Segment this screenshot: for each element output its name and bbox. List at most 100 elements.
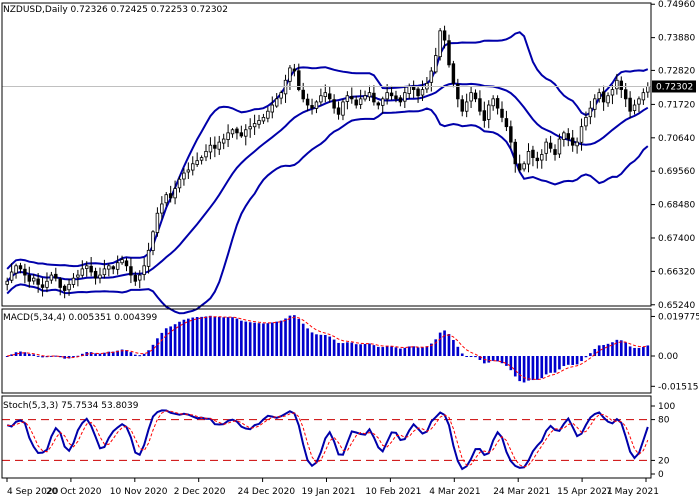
macd-bar: [469, 356, 473, 357]
candle-body: [93, 270, 98, 279]
macd-bar: [509, 356, 513, 371]
macd-bar: [619, 340, 623, 356]
candle-body: [628, 97, 632, 112]
candle-body: [319, 95, 323, 103]
macd-bar: [213, 316, 217, 356]
candle-body: [133, 274, 138, 282]
candle-body: [151, 231, 155, 251]
stoch-panel-border: [1, 395, 652, 479]
candle-body: [261, 116, 266, 122]
macd-bar: [257, 323, 261, 356]
candle-body: [239, 132, 244, 137]
candle-body: [548, 142, 553, 149]
macd-bar: [628, 346, 632, 356]
candle-body: [646, 86, 650, 93]
macd-bar: [288, 315, 292, 356]
macd-bar: [456, 346, 460, 356]
macd-bar: [23, 352, 27, 356]
candle-body: [208, 144, 213, 153]
candle-body: [509, 126, 513, 143]
candle-body: [279, 92, 283, 99]
candle-body: [482, 110, 487, 121]
candle-body: [451, 63, 456, 84]
candle-body: [155, 212, 160, 233]
macd-bar: [76, 355, 80, 357]
macd-bar: [575, 356, 579, 365]
candle-body: [31, 277, 36, 282]
macd-bar: [195, 317, 199, 356]
macd-bar: [474, 356, 477, 358]
candle-body: [372, 92, 376, 103]
candle-body: [235, 128, 239, 134]
candle-body: [553, 149, 557, 155]
macd-bar: [491, 356, 495, 361]
macd-bar: [94, 353, 97, 356]
macd-bar: [120, 349, 124, 356]
macd-bar: [580, 356, 583, 362]
price-y-tick-label: 0.72820: [658, 66, 695, 76]
candle-body: [226, 132, 230, 140]
macd-bar: [98, 353, 102, 356]
candle-body: [199, 157, 204, 161]
macd-bar: [337, 342, 340, 356]
candle-body: [186, 169, 191, 173]
candle-body: [434, 55, 438, 73]
candle-body: [62, 285, 67, 291]
x-tick-label: 10 Feb 2021: [365, 487, 421, 497]
macd-bar: [540, 356, 544, 379]
price-y-tick-label: 0.74960: [658, 0, 695, 10]
macd-bar: [359, 344, 362, 356]
macd-bar: [19, 351, 22, 356]
macd-bar: [429, 343, 433, 356]
macd-bar: [209, 315, 212, 356]
macd-bar: [403, 347, 407, 356]
macd-bar: [372, 345, 376, 356]
macd-bar: [182, 319, 186, 356]
macd-bar: [147, 350, 150, 356]
macd-bar: [363, 344, 367, 356]
macd-panel[interactable]: 0.019775 0.00 -0.015155: [5, 312, 699, 392]
macd-bar: [310, 332, 314, 356]
candle-body: [168, 193, 173, 199]
macd-bar: [465, 356, 468, 357]
macd-bar: [138, 355, 142, 357]
macd-bar: [266, 323, 270, 356]
candle-body: [416, 88, 420, 97]
macd-bar: [54, 355, 58, 357]
stoch-signal-line: [7, 410, 649, 468]
candle-body: [244, 129, 248, 137]
candle-body: [107, 265, 111, 270]
macd-bar: [589, 353, 592, 356]
x-tick-label: 2 Dec 2020: [174, 487, 226, 497]
price-panel[interactable]: 0.74960 0.73880 0.72820 0.71720 0.70640 0.695…: [2, 0, 696, 315]
macd-bar: [284, 318, 287, 356]
macd-bar: [536, 356, 539, 380]
candle-body: [191, 163, 195, 171]
macd-bar: [368, 343, 371, 356]
bollinger-upper: [6, 31, 649, 270]
candle-body: [566, 133, 570, 140]
candle-body: [40, 284, 45, 288]
macd-bar: [544, 356, 548, 375]
x-tick-label: 20 Oct 2020: [46, 487, 102, 497]
macd-bar: [235, 318, 239, 356]
candle-body: [517, 163, 522, 171]
candle-body: [562, 132, 566, 140]
candle-body: [615, 79, 619, 90]
candle-body: [407, 86, 411, 94]
macd-bar: [173, 324, 177, 356]
stoch-panel[interactable]: 100 80 20 0: [2, 402, 675, 480]
candle-body: [500, 108, 504, 118]
macd-bar: [452, 339, 455, 356]
macd-bar: [505, 356, 508, 366]
macd-bar: [270, 322, 274, 356]
price-y-tick-label: 0.68480: [658, 201, 695, 211]
candle-body: [71, 277, 76, 285]
candle-body: [204, 151, 208, 158]
candle-body: [270, 104, 275, 113]
x-tick-label: 10 Nov 2020: [110, 487, 168, 497]
macd-bar: [611, 342, 614, 356]
macd-bar: [187, 318, 190, 356]
candle-body: [49, 274, 54, 281]
